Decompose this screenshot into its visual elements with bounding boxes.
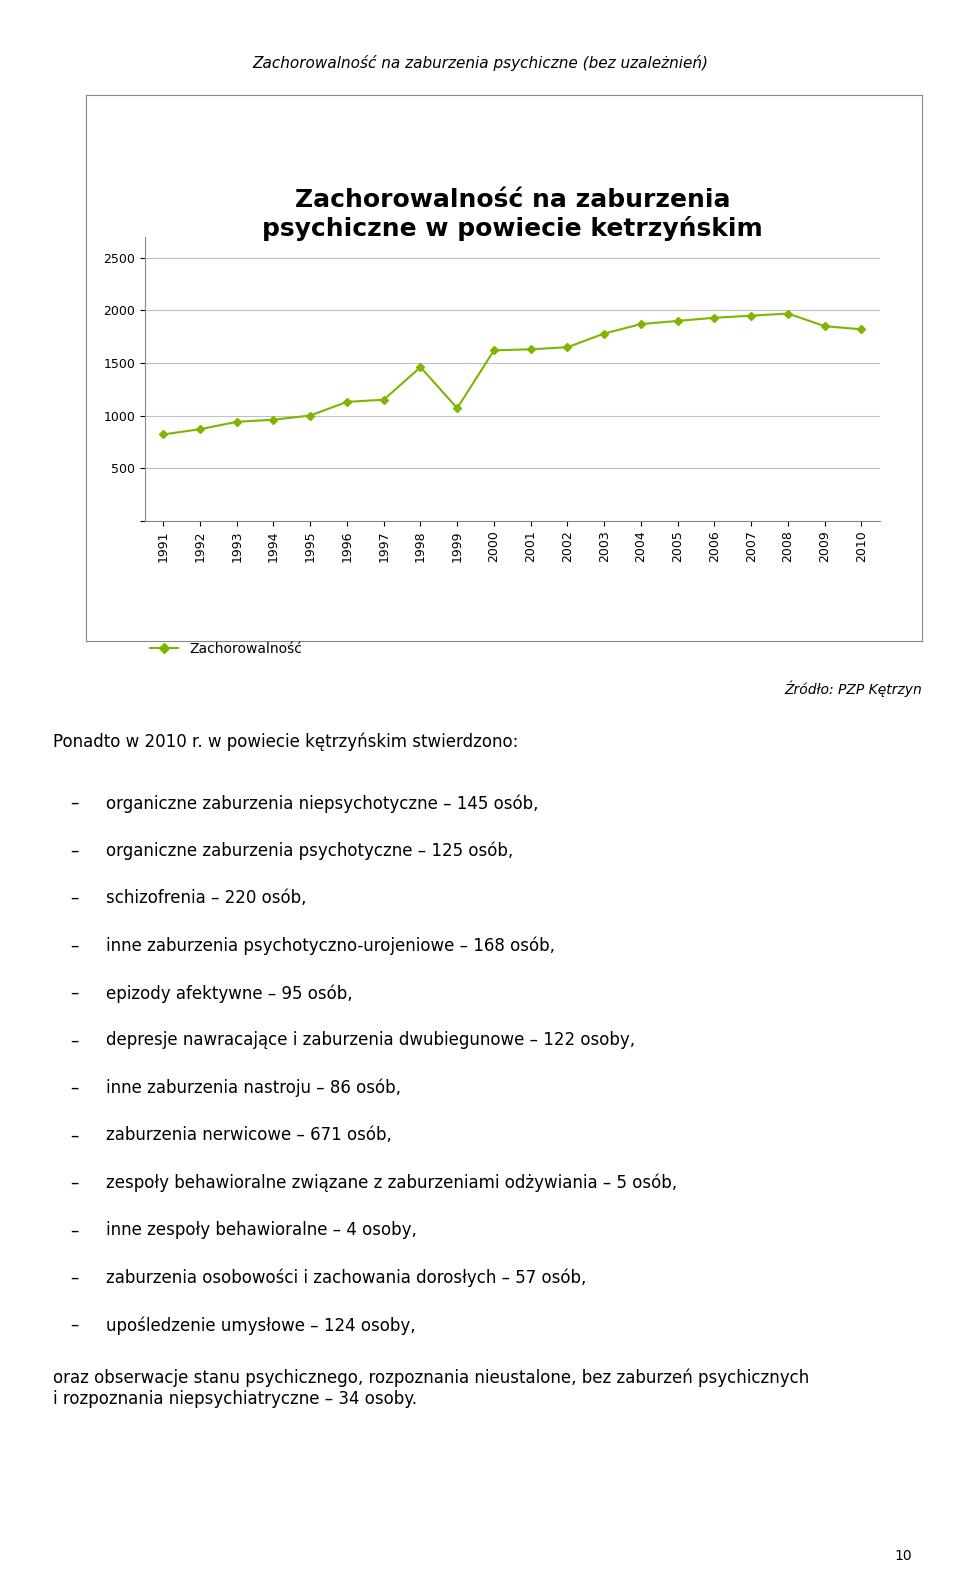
Text: depresje nawracające i zaburzenia dwubiegunowe – 122 osoby,: depresje nawracające i zaburzenia dwubie… [106, 1031, 635, 1049]
Text: organiczne zaburzenia niepsychotyczne – 145 osób,: organiczne zaburzenia niepsychotyczne – … [106, 794, 539, 813]
Text: Zachorowalność na zaburzenia
psychiczne w powiecie ketrzyńskim: Zachorowalność na zaburzenia psychiczne … [262, 188, 763, 242]
Text: inne zaburzenia nastroju – 86 osób,: inne zaburzenia nastroju – 86 osób, [106, 1079, 400, 1098]
Text: upośledzenie umysłowe – 124 osoby,: upośledzenie umysłowe – 124 osoby, [106, 1316, 416, 1335]
Text: Ponadto w 2010 r. w powiecie kętrzyńskim stwierdzono:: Ponadto w 2010 r. w powiecie kętrzyńskim… [53, 732, 518, 751]
Text: –: – [70, 842, 79, 859]
Text: –: – [70, 1031, 79, 1049]
Text: oraz obserwacje stanu psychicznego, rozpoznania nieustalone, bez zaburzeń psychi: oraz obserwacje stanu psychicznego, rozp… [53, 1368, 809, 1408]
Text: schizofrenia – 220 osób,: schizofrenia – 220 osób, [106, 889, 306, 906]
Text: –: – [70, 1126, 79, 1144]
Text: –: – [70, 889, 79, 906]
Text: Źródło: PZP Kętrzyn: Źródło: PZP Kętrzyn [784, 680, 922, 696]
Text: zaburzenia osobowości i zachowania dorosłych – 57 osób,: zaburzenia osobowości i zachowania doros… [106, 1269, 586, 1288]
Text: –: – [70, 1316, 79, 1334]
Text: zaburzenia nerwicowe – 671 osób,: zaburzenia nerwicowe – 671 osób, [106, 1126, 392, 1144]
Text: –: – [70, 1079, 79, 1096]
Text: zespoły behawioralne związane z zaburzeniami odżywiania – 5 osób,: zespoły behawioralne związane z zaburzen… [106, 1174, 677, 1193]
Text: –: – [70, 794, 79, 812]
Text: –: – [70, 937, 79, 954]
Text: Zachorowalność na zaburzenia psychiczne (bez uzależnień): Zachorowalność na zaburzenia psychiczne … [252, 55, 708, 71]
Legend: Zachorowalność: Zachorowalność [144, 636, 307, 661]
Text: inne zespoły behawioralne – 4 osoby,: inne zespoły behawioralne – 4 osoby, [106, 1221, 417, 1239]
Text: 10: 10 [895, 1549, 912, 1563]
Text: organiczne zaburzenia psychotyczne – 125 osób,: organiczne zaburzenia psychotyczne – 125… [106, 842, 513, 861]
Text: –: – [70, 984, 79, 1001]
Text: inne zaburzenia psychotyczno-urojeniowe – 168 osób,: inne zaburzenia psychotyczno-urojeniowe … [106, 937, 555, 956]
Text: epizody afektywne – 95 osób,: epizody afektywne – 95 osób, [106, 984, 352, 1003]
Text: –: – [70, 1221, 79, 1239]
Text: –: – [70, 1174, 79, 1191]
Text: –: – [70, 1269, 79, 1286]
